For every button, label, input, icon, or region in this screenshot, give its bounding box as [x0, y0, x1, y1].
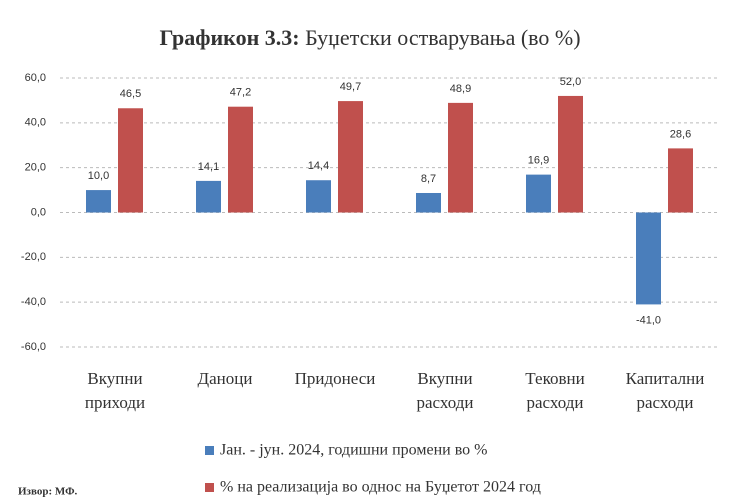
value-label: 16,9: [528, 155, 549, 167]
value-label: 10,0: [88, 170, 109, 182]
bar: [196, 180, 221, 213]
y-tick-label: 60,0: [25, 72, 46, 84]
bar: [338, 101, 363, 213]
x-tick-label: Вкупни расходи: [417, 369, 474, 412]
x-tick-line: приходи: [85, 393, 145, 412]
bar: [228, 106, 253, 213]
y-tick-label: 20,0: [25, 162, 46, 174]
legend-label: % на реализација во однос на Буџетот 202…: [220, 479, 541, 496]
title-label: Графикон 3.3:: [159, 25, 299, 50]
x-tick-line: расходи: [417, 393, 474, 412]
legend-swatch: [205, 483, 214, 492]
bar: [416, 192, 441, 213]
x-tick-line: Капитални: [626, 369, 705, 388]
chart-title: Графикон 3.3: Буџетски остварувања (во %…: [159, 25, 580, 50]
x-tick-line: Вкупни: [87, 369, 142, 388]
x-tick-label: Вкупни приходи: [85, 369, 145, 412]
y-tick-label: 40,0: [25, 117, 46, 129]
legend-swatch: [205, 446, 214, 455]
bar: [636, 212, 661, 305]
y-tick-label: -20,0: [21, 251, 46, 263]
x-tick-line: Придонеси: [295, 369, 376, 388]
value-label: 14,4: [308, 160, 329, 172]
bar: [306, 180, 331, 213]
legend-label: Јан. - јун. 2024, годишни промени во %: [220, 442, 487, 459]
bar: [526, 174, 551, 213]
title-text: Буџетски остварувања (во %): [305, 25, 580, 50]
x-tick-label: Тековни расходи: [525, 369, 584, 412]
x-tick-line: расходи: [637, 393, 694, 412]
value-label: 47,2: [230, 87, 251, 99]
y-tick-label: -40,0: [21, 296, 46, 308]
y-tick-label: -60,0: [21, 341, 46, 353]
x-tick-label: Даноци: [198, 369, 253, 388]
x-tick-label: Капитални расходи: [626, 369, 705, 412]
x-tick-label: Придонеси: [295, 369, 376, 388]
x-tick-line: Вкупни: [417, 369, 472, 388]
value-label: 49,7: [340, 81, 361, 93]
bar: [86, 190, 111, 213]
bar: [118, 108, 143, 213]
source: Извор: МФ.: [18, 486, 78, 498]
value-label: 14,1: [198, 161, 219, 173]
value-label: 28,6: [670, 128, 691, 140]
x-tick-line: Тековни: [525, 369, 584, 388]
x-tick-line: Даноци: [198, 369, 253, 388]
value-label: 52,0: [560, 76, 581, 88]
value-label: 46,5: [120, 88, 141, 100]
bar: [668, 148, 693, 213]
value-label: -41,0: [636, 314, 661, 326]
x-tick-line: расходи: [527, 393, 584, 412]
value-label: 8,7: [421, 173, 436, 185]
value-label: 48,9: [450, 83, 471, 95]
y-tick-label: 0,0: [31, 206, 46, 218]
bar: [448, 102, 473, 213]
bar: [558, 95, 583, 213]
